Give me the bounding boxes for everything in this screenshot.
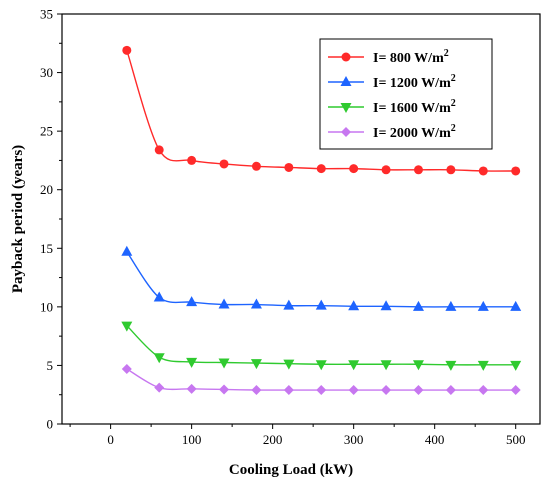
y-tick-label: 5 — [47, 358, 54, 373]
diamond-point — [283, 385, 294, 396]
x-tick-label: 300 — [344, 432, 364, 447]
series-layer — [121, 45, 522, 396]
diamond-point — [510, 385, 521, 396]
triangle-point — [348, 300, 360, 311]
series-3 — [121, 321, 522, 371]
diamond-point — [121, 363, 132, 374]
legend-label: I= 1200 W/m2 — [373, 73, 456, 91]
legend-item: I= 2000 W/m2 — [328, 123, 456, 141]
circle-point — [122, 45, 132, 55]
triangle-down-point — [348, 360, 360, 371]
triangle-down-point — [380, 360, 392, 371]
y-tick-label: 20 — [40, 182, 53, 197]
triangle-down-point — [315, 360, 327, 371]
series-1 — [122, 45, 521, 176]
triangle-point — [153, 291, 165, 302]
diamond-point — [186, 383, 197, 394]
legend-label-superscript: 2 — [451, 98, 456, 109]
triangle-down-point — [250, 359, 262, 370]
diamond-point — [219, 384, 230, 395]
legend-label: I= 800 W/m2 — [373, 48, 449, 66]
circle-point — [284, 162, 294, 172]
triangle-point — [218, 298, 230, 309]
diamond-point — [381, 385, 392, 396]
triangle-point — [477, 300, 489, 311]
y-tick-label: 35 — [40, 7, 53, 22]
legend-label-superscript: 2 — [451, 123, 456, 134]
x-tick-label: 100 — [182, 432, 202, 447]
y-tick-label: 15 — [40, 241, 53, 256]
x-tick-label: 0 — [107, 432, 114, 447]
diamond-point — [316, 385, 327, 396]
x-tick-label: 400 — [425, 432, 445, 447]
legend-label-main: I= 800 W/m — [373, 51, 444, 66]
diamond-point — [445, 385, 456, 396]
diamond-point — [341, 127, 351, 137]
circle-point — [511, 166, 521, 176]
triangle-point — [283, 299, 295, 310]
legend-label-main: I= 2000 W/m — [373, 126, 451, 141]
triangle-down-point — [218, 358, 230, 369]
legend-label-superscript: 2 — [451, 73, 456, 84]
triangle-down-point — [477, 360, 489, 371]
triangle-point — [412, 300, 424, 311]
series-line — [126, 325, 516, 366]
triangle-point — [315, 299, 327, 310]
legend-item: I= 800 W/m2 — [328, 48, 449, 66]
diamond-point — [413, 385, 424, 396]
triangle-point — [510, 300, 522, 311]
x-axis-title: Cooling Load (kW) — [229, 462, 353, 478]
circle-point — [251, 161, 261, 171]
series-2 — [121, 245, 522, 311]
triangle-point — [340, 76, 352, 86]
legend-item: I= 1600 W/m2 — [328, 98, 456, 116]
diamond-point — [154, 382, 165, 393]
legend-label-main: I= 1200 W/m — [373, 76, 451, 91]
circle-point — [316, 164, 326, 174]
y-tick-label: 30 — [40, 65, 53, 80]
circle-point — [413, 165, 423, 175]
triangle-point — [445, 300, 457, 311]
triangle-down-point — [412, 360, 424, 371]
triangle-down-point — [510, 360, 522, 371]
y-tick-label: 10 — [40, 299, 53, 314]
diamond-point — [348, 385, 359, 396]
circle-point — [219, 159, 229, 169]
axis-layer: 0 100 200 300 400 500 0 5 10 15 20 25 30 35 — [40, 7, 525, 448]
diamond-point — [478, 385, 489, 396]
triangle-point — [380, 300, 392, 311]
legend-item: I= 1200 W/m2 — [328, 73, 456, 91]
legend-label-superscript: 2 — [444, 48, 449, 59]
legend: I= 800 W/m2I= 1200 W/m2I= 1600 W/m2I= 20… — [319, 38, 493, 150]
triangle-down-point — [121, 321, 133, 332]
triangle-down-point — [153, 353, 165, 364]
legend-label-main: I= 1600 W/m — [373, 101, 451, 116]
triangle-down-point — [340, 103, 352, 113]
y-tick-label: 25 — [40, 124, 53, 139]
legend-label: I= 2000 W/m2 — [373, 123, 456, 141]
triangle-down-point — [186, 357, 198, 368]
circle-point — [154, 145, 164, 155]
series-line — [126, 251, 516, 308]
triangle-point — [186, 296, 198, 307]
circle-point — [478, 166, 488, 176]
y-axis-title: Payback period (years) — [10, 145, 26, 293]
legend-label: I= 1600 W/m2 — [373, 98, 456, 116]
triangle-down-point — [445, 360, 457, 371]
circle-point — [381, 165, 391, 175]
circle-point — [446, 165, 456, 175]
y-tick-label: 0 — [47, 417, 54, 432]
circle-point — [341, 52, 351, 62]
triangle-point — [250, 298, 262, 309]
series-4 — [121, 363, 521, 396]
x-tick-label: 200 — [263, 432, 283, 447]
triangle-point — [121, 245, 133, 256]
triangle-down-point — [283, 359, 295, 370]
x-tick-label: 500 — [506, 432, 526, 447]
circle-point — [187, 155, 197, 165]
circle-point — [349, 164, 359, 174]
diamond-point — [251, 385, 262, 396]
